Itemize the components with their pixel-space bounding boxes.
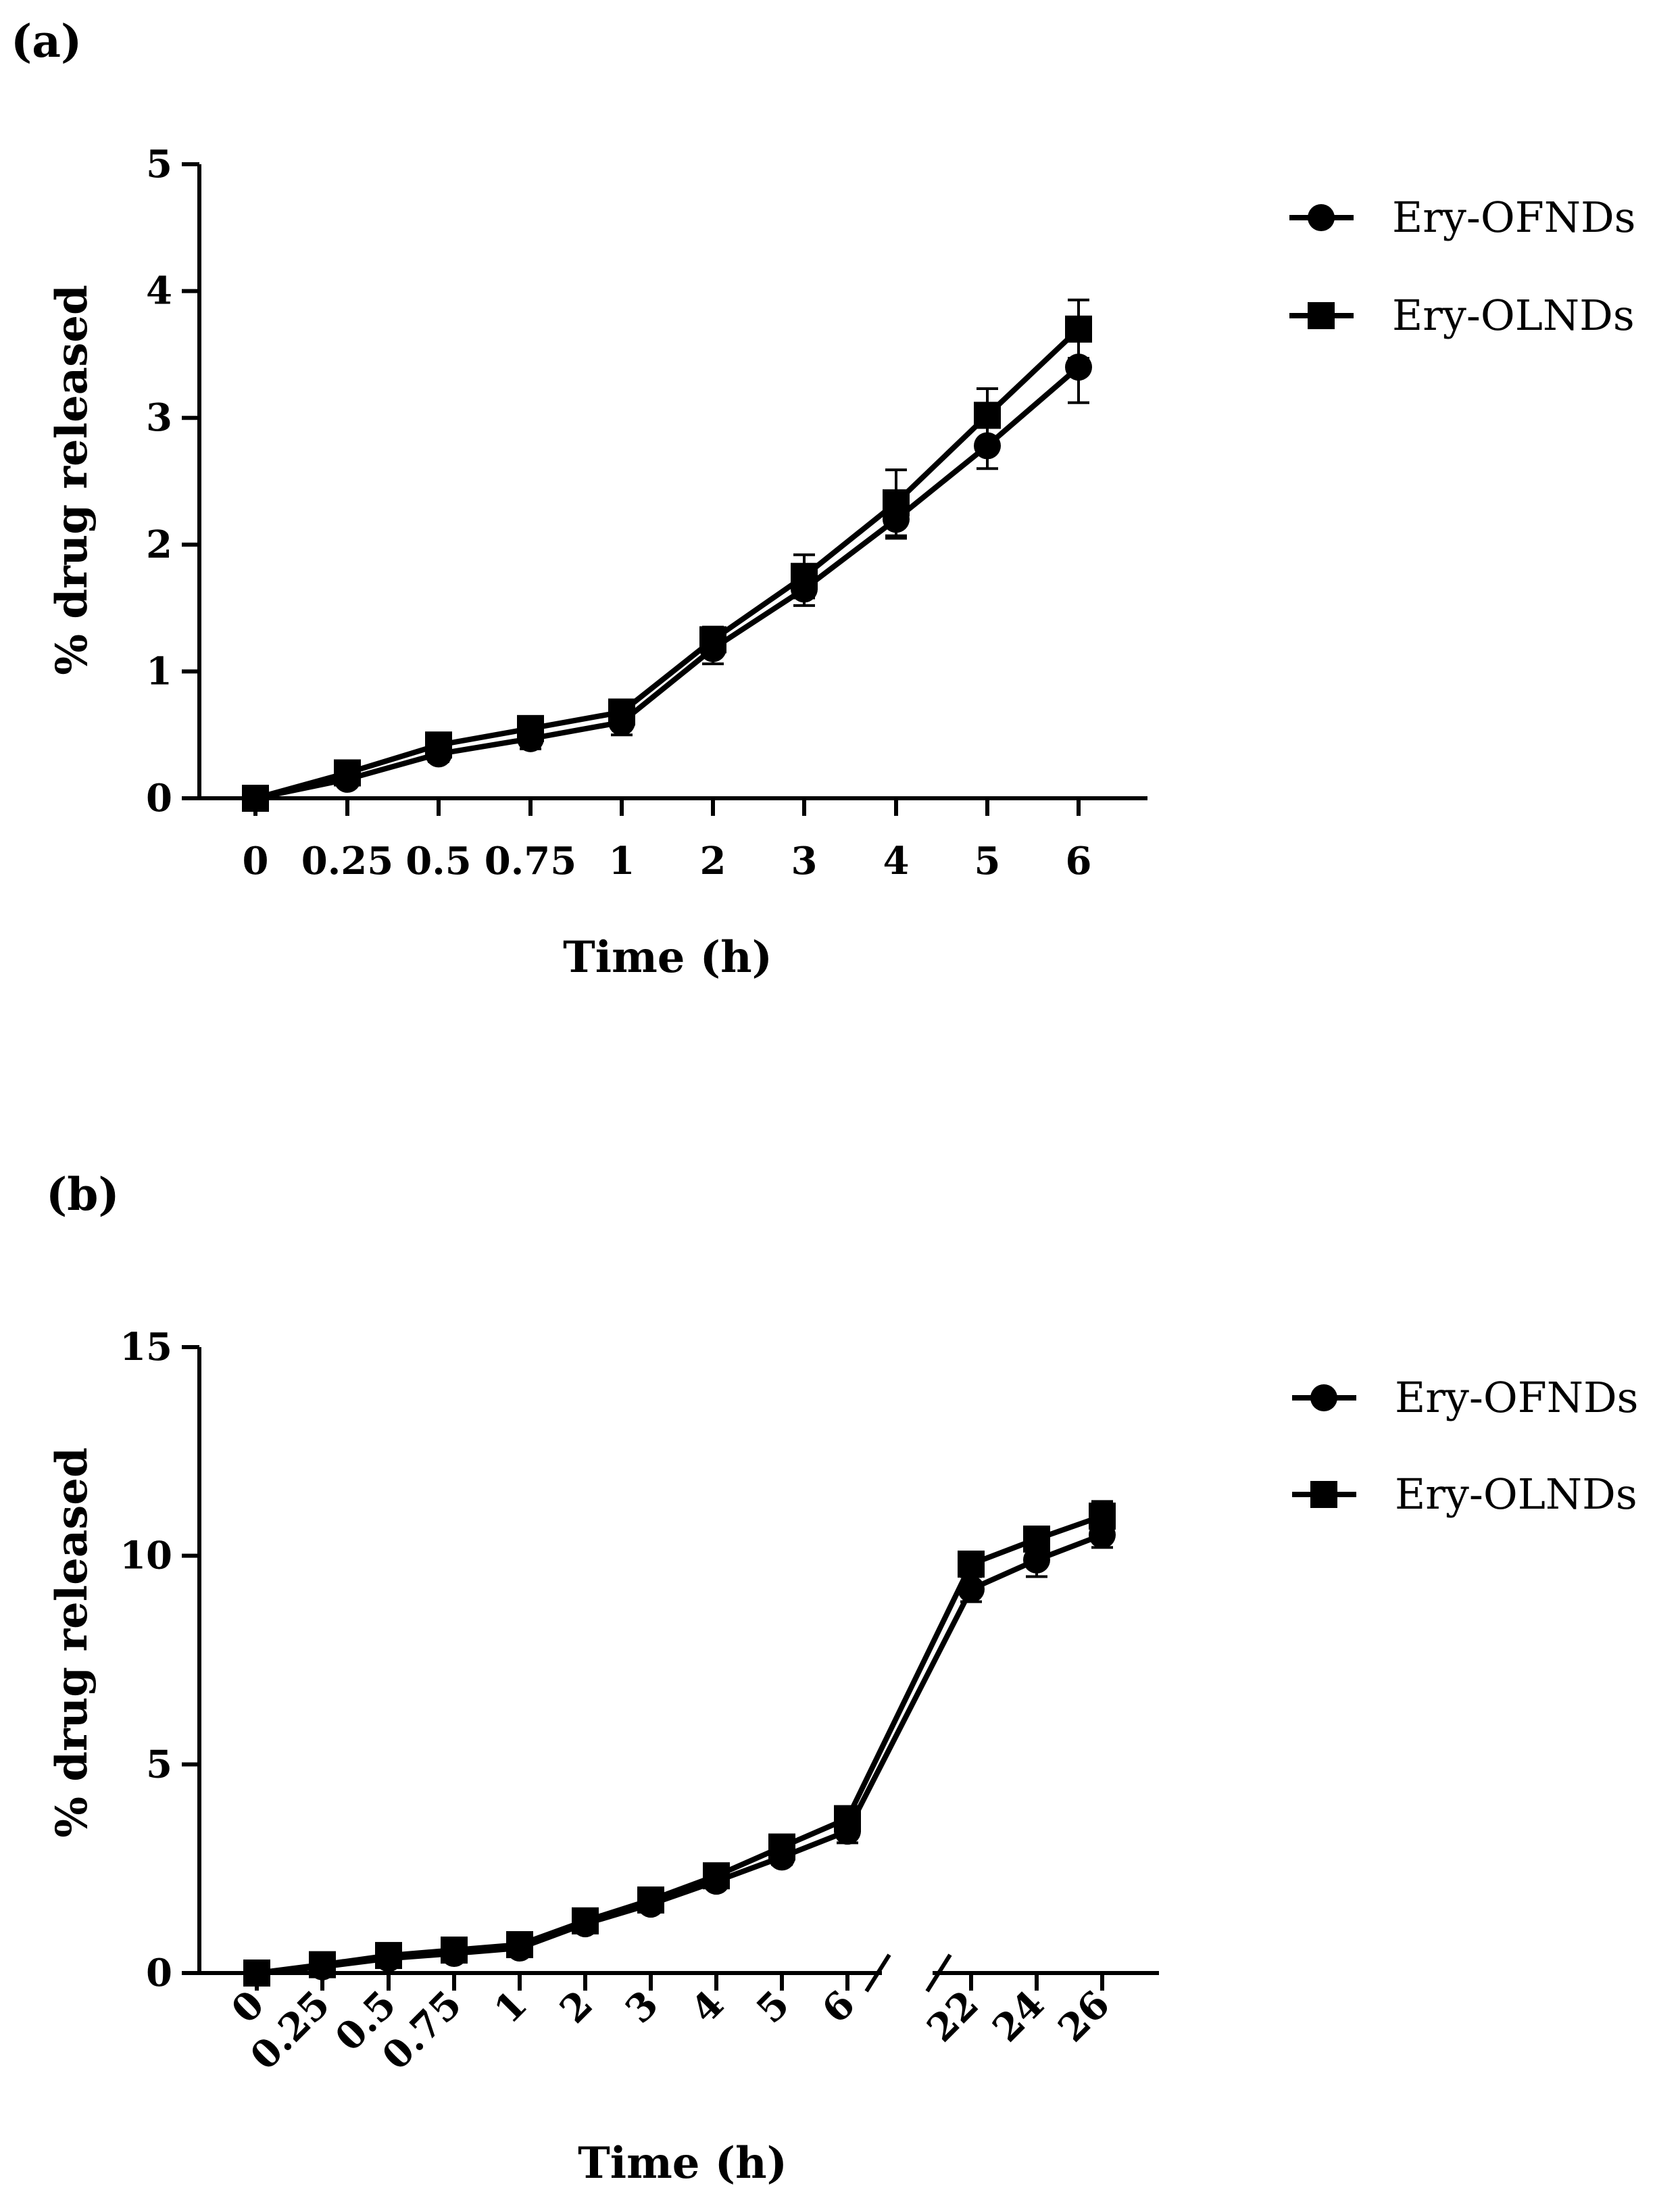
axis-break-mark-right <box>925 1953 952 1993</box>
data-point-b-ery-olnds-6 <box>834 1805 861 1832</box>
y-ticks-a: 0 1 2 3 4 5 <box>146 142 199 821</box>
data-point-b-ery-olnds-24 <box>1023 1525 1050 1553</box>
y-tick-label-a-4: 4 <box>146 269 172 314</box>
x-tick-label-b-3: 3 <box>617 1982 667 2032</box>
x-tick-label-b-4: 4 <box>683 1982 733 2032</box>
axis-break-mark-left <box>864 1953 891 1993</box>
legend-a: Ery-OFNDs Ery-OLNDs <box>1289 193 1636 340</box>
legend-square-marker-a <box>1308 302 1335 329</box>
chart-panel-a: (a) % drug released Time (h) 0 1 2 3 4 5 0 0.2… <box>11 15 1636 983</box>
x-tick-label-a-3: 3 <box>791 839 818 883</box>
x-tick-label-b-6: 6 <box>814 1982 864 2032</box>
data-point-b-ery-olnds-0-25 <box>309 1951 336 1978</box>
data-point-a-ery-ofnds-6 <box>1065 354 1092 381</box>
data-point-a-ery-ofnds-5 <box>974 432 1001 460</box>
data-point-b-ery-olnds-3 <box>637 1886 664 1914</box>
data-point-a-ery-olnds-6 <box>1065 315 1092 343</box>
y-tick-label-a-2: 2 <box>146 522 172 567</box>
legend-circle-marker-b <box>1310 1384 1337 1411</box>
legend-label-ofnds-a: Ery-OFNDs <box>1392 193 1636 242</box>
x-tick-label-a-6: 6 <box>1066 839 1092 883</box>
data-point-b-ery-olnds-22 <box>958 1551 985 1578</box>
data-point-b-ery-olnds-0 <box>243 1960 270 1987</box>
x-tick-label-b-0-75: 0.75 <box>374 1982 470 2078</box>
chart-panel-b: (b) % drug released Time (h) 0 5 10 15 0 0.2… <box>46 1168 1639 2189</box>
y-ticks-b: 0 5 10 15 <box>120 1325 199 1995</box>
y-tick-label-a-1: 1 <box>146 649 172 694</box>
series-line-a-ery-ofnds <box>255 365 1081 801</box>
data-point-b-ery-olnds-5 <box>768 1833 795 1861</box>
data-point-b-ery-ofnds-24 <box>1023 1546 1050 1574</box>
y-tick-label-a-5: 5 <box>146 142 172 187</box>
panel-label-b: (b) <box>46 1168 120 1221</box>
x-tick-label-b-5: 5 <box>748 1982 798 2032</box>
x-tick-label-a-0-75: 0.75 <box>485 839 576 883</box>
data-point-b-ery-olnds-4 <box>703 1862 730 1890</box>
legend-square-marker-b <box>1310 1481 1337 1508</box>
series-group-a <box>242 298 1092 812</box>
legend-circle-marker-a <box>1308 204 1335 231</box>
data-point-a-ery-olnds-4 <box>883 489 910 516</box>
data-point-b-ery-olnds-1 <box>506 1931 533 1959</box>
series-line-a-ery-olnds <box>254 326 1081 801</box>
y-tick-label-a-3: 3 <box>146 395 172 440</box>
panel-label-a: (a) <box>11 15 82 68</box>
series-group-b <box>243 1500 1116 1987</box>
x-ticks-a: 0 0.25 0.5 0.75 1 2 3 4 5 6 <box>243 798 1092 883</box>
x-tick-label-a-0-25: 0.25 <box>301 839 393 883</box>
y-tick-label-b-15: 15 <box>120 1325 172 1369</box>
data-point-a-ery-olnds-0-75 <box>517 714 544 742</box>
legend-label-ofnds-b: Ery-OFNDs <box>1395 1373 1639 1422</box>
data-point-a-ery-olnds-0 <box>242 785 269 812</box>
data-point-a-ery-olnds-0-25 <box>334 759 361 787</box>
legend-label-olnds-a: Ery-OLNDs <box>1392 291 1635 340</box>
data-point-b-ery-olnds-26 <box>1089 1503 1116 1530</box>
x-tick-label-b-2: 2 <box>551 1982 601 2032</box>
data-point-a-ery-olnds-2 <box>699 626 726 654</box>
x-tick-label-a-1: 1 <box>609 839 635 883</box>
x-tick-label-a-0-5: 0.5 <box>405 839 471 883</box>
x-axis-title-b: Time (h) <box>578 2138 787 2189</box>
data-point-b-ery-olnds-0-5 <box>375 1942 402 1970</box>
x-axis-title-a: Time (h) <box>563 932 772 983</box>
y-tick-label-b-10: 10 <box>120 1534 172 1578</box>
y-axis-title-b: % drug released <box>47 1447 97 1838</box>
x-tick-label-b-24: 24 <box>984 1982 1053 2051</box>
data-point-b-ery-olnds-0-75 <box>441 1937 468 1964</box>
data-point-a-ery-olnds-3 <box>791 562 818 590</box>
legend-b: Ery-OFNDs Ery-OLNDs <box>1292 1373 1639 1519</box>
y-tick-label-b-0: 0 <box>146 1951 172 1995</box>
x-tick-label-a-0: 0 <box>243 839 269 883</box>
legend-label-olnds-b: Ery-OLNDs <box>1395 1469 1637 1519</box>
x-tick-label-a-5: 5 <box>974 839 1001 883</box>
x-tick-label-b-26: 26 <box>1049 1982 1118 2051</box>
x-tick-label-b-0-25: 0.25 <box>242 1982 339 2078</box>
y-tick-label-b-5: 5 <box>146 1742 172 1786</box>
y-tick-label-a-0: 0 <box>146 776 172 821</box>
y-axis-title-a: % drug released <box>47 285 97 675</box>
data-point-a-ery-olnds-1 <box>608 698 635 726</box>
x-tick-label-a-4: 4 <box>883 839 910 883</box>
data-point-a-ery-olnds-5 <box>974 402 1001 429</box>
data-point-a-ery-olnds-0-5 <box>425 731 452 759</box>
data-point-b-ery-olnds-2 <box>572 1907 599 1934</box>
x-tick-label-a-2: 2 <box>700 839 726 883</box>
x-tick-label-b-1: 1 <box>486 1982 536 2032</box>
